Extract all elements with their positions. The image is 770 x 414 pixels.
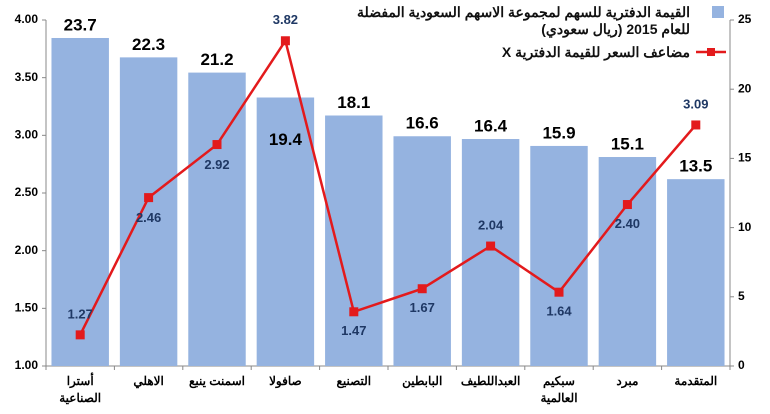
y-tick-label: 3.00: [15, 128, 39, 142]
line-marker: [486, 241, 496, 251]
y-tick-label: 4.00: [15, 12, 39, 26]
bar: [51, 37, 109, 366]
bar-value-label: 15.9: [542, 123, 575, 142]
y-tick-label: 1.00: [15, 358, 39, 372]
x-tick-label: صافولا: [269, 374, 302, 389]
legend-swatch: [712, 6, 724, 18]
x-tick-label: العبداللطيف: [461, 374, 521, 388]
bar: [119, 57, 178, 366]
bar-value-label: 18.1: [337, 93, 370, 112]
y2-tick-label: 0: [738, 358, 745, 372]
legend: القيمة الدفترية للسهم لمجموعة الاسهم الس…: [326, 4, 726, 67]
x-tick-label: البابطين: [402, 374, 442, 389]
line: [79, 37, 697, 336]
line-marker: [691, 120, 701, 130]
y2-tick-label: 25: [738, 12, 752, 26]
line-marker: [349, 307, 359, 317]
legend-label: القيمة الدفترية للسهم لمجموعة الاسهم الس…: [357, 4, 690, 37]
bar: [461, 139, 520, 366]
bar: [256, 97, 315, 366]
x-tick-label: المتقدمة: [674, 374, 717, 388]
bar: [188, 72, 246, 366]
line-value-label: 2.04: [478, 217, 504, 232]
bar-value-label: 23.7: [64, 15, 97, 34]
y-tick-label: 3.50: [15, 70, 39, 84]
bar-value-label: 22.3: [132, 35, 165, 54]
line-marker: [280, 36, 290, 46]
line-marker: [554, 287, 564, 297]
y-tick-label: 1.50: [15, 301, 39, 315]
line-value-label: 1.27: [68, 306, 93, 321]
bar-value-label: 16.6: [406, 114, 439, 133]
bar: [598, 157, 657, 366]
x-tick-label: مبرد: [616, 374, 638, 389]
x-tick-label: التصنيع: [336, 374, 371, 389]
line-value-label: 1.67: [410, 300, 435, 315]
bar: [530, 145, 588, 366]
bar: [393, 136, 451, 366]
x-tick-label: الاهلي: [133, 374, 163, 389]
swatch-box: [712, 6, 724, 18]
x-tick-label: أسترا الصناعية: [59, 373, 101, 405]
line-value-label: 3.82: [273, 12, 298, 27]
line-marker: [75, 330, 85, 340]
legend-item: القيمة الدفترية للسهم لمجموعة الاسهم الس…: [326, 4, 726, 38]
bar-value-label: 15.1: [611, 135, 644, 154]
line-value-label: 1.47: [341, 323, 366, 338]
x-tick-label: سبكيم العالمية: [540, 374, 577, 405]
line-value-label: 1.64: [546, 304, 572, 319]
legend-swatch: [696, 48, 726, 56]
y2-tick-label: 10: [738, 220, 752, 234]
line-value-label: 2.40: [615, 216, 640, 231]
bar-value-label: 19.4: [269, 130, 303, 149]
line-marker: [622, 200, 632, 210]
line-marker: [212, 140, 222, 150]
bar-value-label: 16.4: [474, 117, 508, 136]
y-tick-label: 2.00: [15, 243, 39, 257]
line-value-label: 2.46: [136, 210, 161, 225]
y2-tick-label: 20: [738, 81, 752, 95]
line-value-label: 3.09: [683, 96, 708, 111]
bar: [667, 179, 725, 366]
legend-item: مضاعف السعر للقيمة الدفترية X: [326, 44, 726, 61]
bar-value-label: 21.2: [200, 50, 233, 69]
line-marker: [417, 284, 427, 294]
y2-tick-label: 5: [738, 289, 745, 303]
y-tick-label: 2.50: [15, 185, 39, 199]
swatch-marker: [707, 48, 715, 56]
line-marker: [144, 193, 154, 203]
bar-value-label: 13.5: [679, 157, 712, 176]
x-tick-label: اسمنت ينبع: [189, 374, 245, 389]
legend-label: مضاعف السعر للقيمة الدفترية X: [501, 44, 690, 60]
line-value-label: 2.92: [204, 157, 229, 172]
y2-tick-label: 15: [738, 151, 752, 165]
